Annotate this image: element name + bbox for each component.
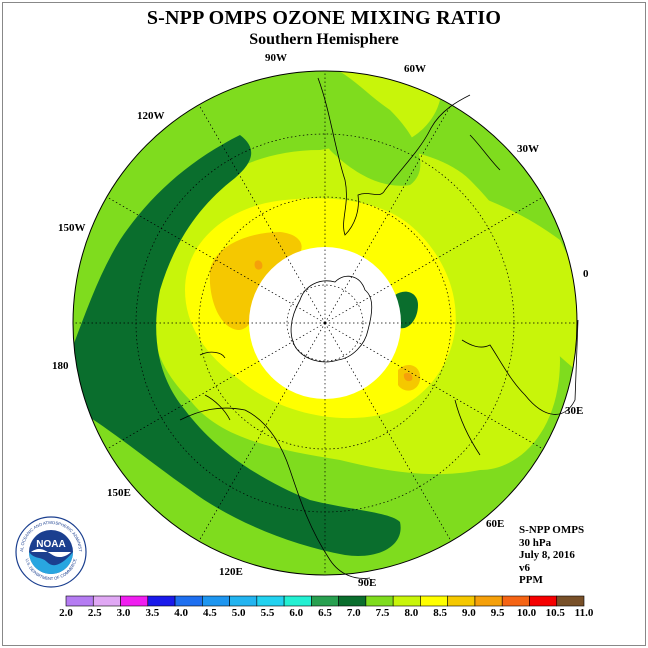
- graticule: [73, 71, 577, 575]
- colorbar-tick-label: 7.5: [375, 607, 390, 619]
- info-level: 30 hPa: [519, 536, 552, 549]
- south-pole-dot: [323, 321, 327, 325]
- colorbar-tick-label: 8.5: [433, 607, 447, 619]
- contour-7.0: [73, 135, 401, 556]
- colorbar-tick-label: 9.5: [490, 607, 505, 619]
- colorbar-tick-label: 3.5: [145, 607, 160, 619]
- colorbar-tick-label: 10.5: [545, 607, 565, 619]
- colorbar-tick-label: 5.5: [260, 607, 275, 619]
- colorbar-tick-label: 10.0: [516, 607, 537, 619]
- colorbar-tick-label: 8.0: [404, 607, 419, 619]
- plot-title: S-NPP OMPS OZONE MIXING RATIO: [146, 7, 502, 29]
- colorbar-tick-label: 3.0: [116, 607, 131, 619]
- lon-label-0: 0: [583, 268, 589, 280]
- colorbar-tick-label: 6.5: [318, 607, 332, 619]
- info-date: July 8, 2016: [519, 549, 575, 561]
- info-version: v6: [519, 561, 530, 574]
- lon-label-150w: 150W: [58, 222, 86, 234]
- lon-label-120e: 120E: [219, 566, 243, 578]
- info-satellite: S-NPP OMPS: [519, 524, 585, 536]
- lon-label-60e: 60E: [486, 518, 505, 530]
- lon-label-90e: 90E: [358, 577, 377, 589]
- colorbar-tick-label: 4.0: [174, 607, 188, 619]
- colorbar-tick-label: 2.0: [59, 607, 73, 619]
- colorbar-tick-label: 6.0: [289, 607, 304, 619]
- contour-9.0: [209, 232, 302, 330]
- map-boundary: [72, 70, 578, 576]
- lon-label-60w: 60W: [404, 63, 426, 75]
- lon-label-90w: 90W: [265, 52, 287, 64]
- lon-label-120w: 120W: [137, 110, 165, 122]
- colorbar-tick-label: 5.0: [231, 607, 246, 619]
- lon-label-30w: 30W: [517, 143, 539, 155]
- product-info: S-NPP OMPS 30 hPa July 8, 2016 v6 PPM: [519, 524, 584, 587]
- colorbar-tick-label: 11.0: [574, 607, 594, 619]
- colorbar-tick-label: 2.5: [87, 607, 102, 619]
- lon-label-150e: 150E: [107, 487, 131, 499]
- logo-wordmark: NOAA: [36, 539, 65, 550]
- plot-subtitle: Southern Hemisphere: [249, 31, 399, 48]
- lon-label-30e: 30E: [565, 405, 584, 417]
- colorbar-tick-label: 9.0: [462, 607, 476, 619]
- noaa-logo: NOAA NATIONAL OCEANIC AND ATMOSPHERIC AD…: [15, 516, 87, 588]
- colorbar-tick-label: 7.0: [346, 607, 361, 619]
- colorbar-tick-label: 4.5: [203, 607, 217, 619]
- info-units: PPM: [519, 574, 543, 586]
- lon-label-180: 180: [52, 360, 69, 372]
